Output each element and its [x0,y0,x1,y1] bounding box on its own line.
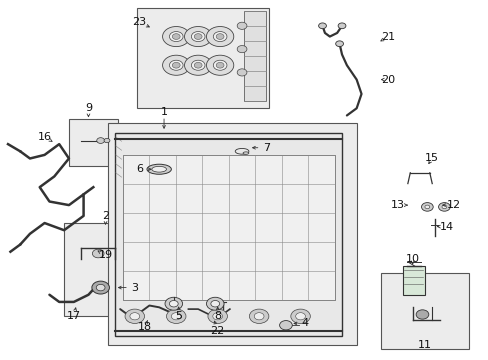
Text: 4: 4 [301,319,308,328]
Circle shape [162,55,189,75]
Bar [137,8,268,108]
Circle shape [184,27,211,46]
Circle shape [424,205,429,209]
Circle shape [191,32,204,41]
Circle shape [191,60,204,70]
Circle shape [125,309,144,323]
Circle shape [290,309,310,323]
Text: 8: 8 [214,311,221,321]
Circle shape [210,301,219,307]
Bar [108,123,356,345]
Circle shape [184,55,211,75]
Text: 11: 11 [417,340,431,350]
Circle shape [96,284,105,291]
Text: 6: 6 [136,164,143,174]
Circle shape [438,203,449,211]
Bar [122,155,334,300]
Text: 19: 19 [98,250,112,260]
Circle shape [213,60,226,70]
Circle shape [169,60,183,70]
Text: 20: 20 [381,75,395,85]
Bar [69,119,118,166]
Circle shape [169,32,183,41]
Circle shape [97,138,104,143]
Text: 18: 18 [137,322,151,332]
Circle shape [164,297,182,310]
Text: 12: 12 [446,200,460,210]
Bar [380,273,468,348]
Text: 10: 10 [405,254,419,264]
Circle shape [249,309,268,323]
Text: 2: 2 [102,211,109,221]
Circle shape [172,34,180,40]
Circle shape [194,34,202,40]
Circle shape [295,313,305,320]
Text: 3: 3 [131,283,138,293]
Circle shape [194,62,202,68]
Circle shape [92,249,104,258]
Circle shape [92,281,109,294]
Circle shape [415,310,428,319]
Text: 15: 15 [425,153,438,163]
Text: 23: 23 [132,17,146,27]
Circle shape [216,34,224,40]
Text: 5: 5 [175,311,182,321]
Circle shape [169,301,178,307]
Text: 1: 1 [160,107,167,117]
Circle shape [213,32,226,41]
Circle shape [207,309,227,323]
Circle shape [206,297,224,310]
Circle shape [104,138,110,143]
Text: 13: 13 [390,200,404,210]
Circle shape [318,23,326,29]
Circle shape [206,55,233,75]
Bar [244,12,266,101]
Circle shape [171,313,181,320]
Ellipse shape [152,166,166,172]
Bar [210,137,293,202]
Text: 17: 17 [67,311,81,321]
Circle shape [337,23,345,29]
Circle shape [441,205,446,209]
Text: 21: 21 [381,32,395,41]
Bar [115,134,341,336]
Ellipse shape [147,164,171,174]
Text: 22: 22 [210,325,224,336]
Circle shape [421,203,432,211]
Circle shape [172,62,180,68]
Circle shape [162,27,189,46]
Circle shape [206,27,233,46]
Circle shape [254,313,264,320]
Circle shape [216,62,224,68]
Ellipse shape [243,152,248,154]
Text: 9: 9 [85,103,92,113]
Text: 16: 16 [38,132,51,142]
Circle shape [237,45,246,53]
Circle shape [130,313,140,320]
Bar [402,266,424,295]
Circle shape [237,22,246,30]
Circle shape [335,41,343,46]
Bar [64,223,147,316]
Text: 7: 7 [263,143,269,153]
Text: 14: 14 [439,222,453,231]
Circle shape [279,320,292,330]
Circle shape [237,69,246,76]
Circle shape [212,313,222,320]
Circle shape [166,309,185,323]
